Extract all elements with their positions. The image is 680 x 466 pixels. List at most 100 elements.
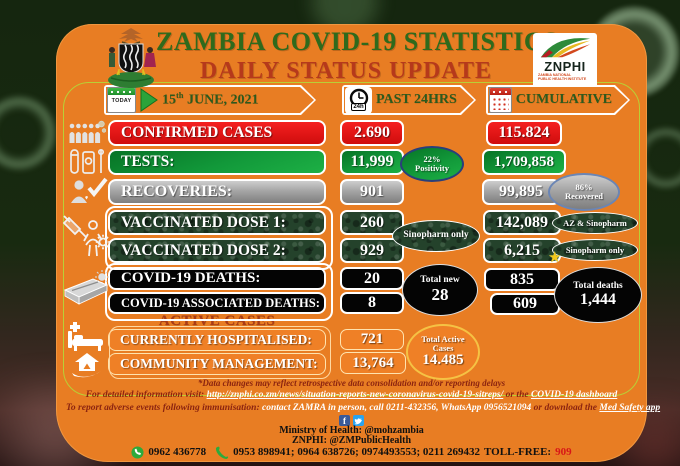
info-prefix: For detailed information visit: — [85, 390, 207, 400]
past-24hrs-banner: 24h PAST 24HRS — [342, 85, 476, 115]
info-mid: or the — [503, 390, 531, 400]
total-new-value: 28 — [431, 285, 449, 305]
dose2-new-value: 929 — [340, 238, 404, 263]
star-icon: ★ — [548, 250, 562, 266]
recovery-check-icon — [71, 177, 108, 203]
dose1-new-value: 260 — [340, 210, 404, 235]
hospitalised-value: 721 — [340, 329, 404, 350]
total-active-caption: Total Active Cases — [421, 334, 465, 354]
associated-deaths-cumulative-value: 609 — [490, 293, 560, 315]
total-deaths-value: 1,444 — [580, 290, 616, 308]
vaccine-syringe-icon — [62, 215, 110, 257]
calendar-bar — [490, 88, 511, 95]
cumulative-banner: CUMULATIVE — [486, 85, 630, 115]
total-active-note: Total Active Cases 14.485 — [406, 324, 480, 380]
twitter-icon[interactable] — [353, 415, 364, 426]
report-or: or download the — [533, 403, 600, 413]
deaths-new-value: 20 — [340, 267, 404, 290]
znphi-logo-caption-2: PUBLIC HEALTH INSTITUTE — [538, 77, 587, 82]
associated-deaths-new-value: 8 — [340, 292, 404, 314]
vaccinated-dose2-label: VACCINATED DOSE 2: — [108, 238, 326, 263]
home-care-icon — [72, 353, 101, 378]
date-banner: TODAY 15th JUNE, 2021 — [104, 85, 316, 115]
hospitalised-label: CURRENTLY HOSPITALISED: — [108, 329, 326, 351]
znphi-handle[interactable]: ZNPHI: @ZMPublicHealth — [291, 435, 412, 446]
positivity-note: 22% Positivity — [400, 146, 464, 182]
recovered-caption: Recovered — [564, 191, 604, 201]
positivity-caption: Positivity — [415, 163, 449, 173]
clock-24h-label: 24h — [351, 102, 366, 111]
med-safety-app-link[interactable]: Med Safety app — [599, 403, 661, 413]
facebook-icon[interactable]: f — [339, 415, 350, 426]
total-new-deaths-note: Total new 28 — [402, 264, 478, 316]
status-card: ZAMBIA COVID-19 STATISTICS DAILY STATUS … — [56, 24, 660, 462]
total-active-value: 14.485 — [422, 352, 464, 369]
phone-numbers: 0953 898941; 0964 638726; 0974493553; 02… — [233, 446, 481, 458]
info-line: For detailed information visit: http://z… — [66, 390, 637, 400]
report-prefix: To report adverse events following immun… — [66, 403, 260, 413]
deaths-group-border — [105, 263, 333, 321]
vaccinated-dose1-label: VACCINATED DOSE 1: — [108, 210, 326, 235]
zambia-coat-of-arms — [108, 28, 156, 88]
report-body: contact ZAMRA in person, call 0211-43235… — [259, 403, 534, 413]
tollfree-label: TOLL-FREE: — [484, 446, 552, 458]
moh-handle[interactable]: Ministry of Health: @mohzambia — [279, 425, 424, 436]
calendar-dots — [492, 97, 509, 110]
clock-24h-icon: 24h — [345, 86, 372, 114]
tollfree-number: 909 — [555, 446, 572, 458]
tests-new-value: 11,999 — [340, 149, 404, 175]
report-date: 15th JUNE, 2021 — [162, 91, 259, 108]
page-subtitle: DAILY STATUS UPDATE — [200, 58, 492, 84]
recoveries-label: RECOVERIES: — [108, 179, 326, 205]
calendar-bar — [108, 88, 135, 95]
community-value: 13,764 — [340, 352, 406, 374]
people-icon — [69, 120, 106, 143]
znphi-logo: ZNPHI ZAMBIA NATIONAL PUBLIC HEALTH INST… — [533, 33, 597, 91]
tests-cumulative-value: 1,709,858 — [482, 149, 566, 175]
dose1-cumulative-value: 142,089 — [483, 210, 561, 235]
data-disclaimer: *Data changes may reflect retrospective … — [197, 378, 506, 388]
hospital-bed-icon — [68, 322, 103, 351]
cumulative-calendar-icon — [489, 87, 512, 113]
active-group-border — [109, 326, 331, 379]
recoveries-new-value: 901 — [340, 179, 404, 205]
active-cases-title: ACTIVE CASES — [158, 313, 276, 329]
total-new-caption: Total new — [420, 275, 460, 286]
recoveries-cumulative-value: 99,895 — [482, 179, 560, 205]
znphi-logo-caption-1: ZAMBIA NATIONAL — [538, 73, 572, 77]
test-tubes-icon — [70, 148, 105, 174]
whatsapp-number: 0962 436778 — [148, 446, 207, 458]
total-deaths-caption: Total deaths — [573, 280, 623, 291]
znphi-logo-text: ZNPHI — [544, 59, 586, 74]
page-title: ZAMBIA COVID-19 STATISTICS — [156, 27, 559, 56]
past-24hrs-label: PAST 24HRS — [376, 92, 457, 107]
coffin-deaths-icon — [63, 270, 109, 305]
social-icons-row: f — [56, 415, 647, 426]
sitreps-url-link[interactable]: http://znphi.co.zm/news/situation-report… — [206, 390, 504, 400]
community-label: COMMUNITY MANAGEMENT: — [108, 353, 326, 375]
positivity-value: 22% — [423, 154, 441, 165]
confirmed-new-value: 2.690 — [340, 120, 404, 146]
deaths-cumulative-value: 835 — [484, 268, 560, 291]
tests-label: TESTS: — [108, 149, 326, 175]
virus-decoration — [0, 96, 56, 170]
confirmed-cases-label: CONFIRMED CASES — [108, 120, 326, 146]
confirmed-cumulative-value: 115.824 — [486, 120, 562, 146]
report-line: To report adverse events following immun… — [66, 403, 660, 413]
whatsapp-icon — [131, 445, 144, 459]
associated-deaths-label: COVID-19 ASSOCIATED DEATHS: — [108, 292, 326, 314]
vaccinated-new-note: Sinopharm only — [392, 220, 480, 252]
green-arrow-icon — [140, 88, 158, 112]
today-label: TODAY — [111, 98, 132, 104]
today-calendar-icon: TODAY — [107, 87, 136, 113]
znphi-logo-swoosh — [540, 38, 591, 58]
dose1-cumulative-note: AZ & Sinopharm — [552, 212, 638, 234]
dashboard-link[interactable]: COVID-19 dashboard — [530, 390, 618, 400]
dose2-cumulative-note: Sinopharm only — [552, 239, 638, 261]
total-deaths-note: Total deaths 1,444 — [554, 267, 642, 323]
cumulative-label: CUMULATIVE — [515, 92, 612, 107]
recovered-value: 86% — [575, 182, 593, 193]
recovered-note: 86% Recovered — [548, 173, 620, 211]
phone-icon — [216, 446, 229, 459]
